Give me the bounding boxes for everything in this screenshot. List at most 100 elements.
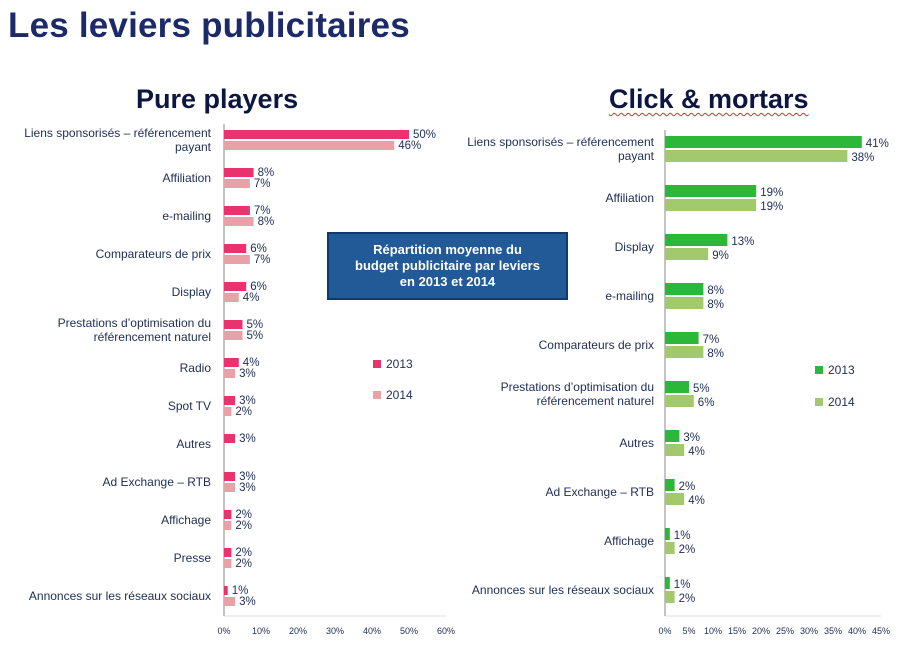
category-label: Display [172,285,211,299]
bar-2013 [665,577,670,589]
category-label: Autres [176,437,211,451]
x-tick-label: 0% [658,626,671,636]
category-label: Annonces sur les réseaux sociaux [29,589,211,603]
legend-swatch-2014 [373,391,381,399]
info-box-line-3: en 2013 et 2014 [399,274,496,289]
x-tick-label: 45% [872,626,890,636]
x-tick-label: 10% [252,626,270,636]
data-label-2014: 8% [707,299,724,311]
info-box: Répartition moyenne du budget publicitai… [327,232,568,300]
category-label: Liens sponsorisés – référencement [24,126,211,140]
x-tick-label: 40% [363,626,381,636]
bar-2013 [224,548,232,557]
bar-2013 [224,586,228,595]
bar-2014 [224,255,250,264]
bar-2014 [224,217,254,226]
bar-2014 [224,141,395,150]
chart-title-click-mortars: Click & mortars [609,84,809,114]
data-label-2013: 2% [235,509,252,521]
bar-2014 [665,248,709,260]
bar-2013 [224,510,232,519]
data-label-2013: 3% [239,471,256,483]
data-label-2014: 3% [239,368,256,380]
bar-2013 [665,136,862,148]
bar-2013 [665,332,699,344]
data-label-2014: 38% [851,152,874,164]
bar-2013 [665,381,689,393]
data-label-2014: 4% [688,495,705,507]
category-label: Affichage [604,534,654,548]
bar-2013 [224,434,236,443]
bar-2014 [665,395,694,407]
data-label-2014: 2% [679,544,696,556]
legend-label-2014: 2014 [386,388,413,402]
category-label: Comparateurs de prix [96,247,211,261]
legend-label-2013: 2013 [828,363,855,377]
data-label-2013: 3% [239,433,256,445]
data-label-2014: 9% [712,250,729,262]
bar-2014 [665,297,704,309]
bar-2013 [224,282,247,291]
data-label-2013: 2% [235,547,252,559]
bar-2013 [224,396,236,405]
page-title: Les leviers publicitaires [8,6,410,45]
data-label-2013: 5% [247,319,264,331]
data-label-2013: 7% [254,205,271,217]
data-label-2014: 3% [239,482,256,494]
category-label: Comparateurs de prix [539,338,654,352]
bar-2014 [224,293,239,302]
data-label-2014: 19% [760,201,783,213]
info-box-line-1: Répartition moyenne du [373,242,522,257]
data-label-2013: 1% [674,579,691,591]
category-label: Affichage [161,513,211,527]
bar-2014 [224,407,232,416]
data-label-2014: 2% [235,520,252,532]
bar-2014 [224,521,232,530]
data-label-2014: 8% [707,348,724,360]
category-label: Presse [174,551,212,565]
data-label-2013: 41% [866,138,889,150]
bar-2014 [224,559,232,568]
data-label-2013: 1% [232,585,249,597]
category-label: Affiliation [606,191,654,205]
legend-swatch-2013 [373,360,381,368]
chart-title-pure-players: Pure players [136,84,299,114]
data-label-2014: 8% [258,216,275,228]
category-label: payant [175,140,212,154]
bar-2013 [224,358,239,367]
data-label-2014: 7% [254,178,271,190]
bar-2013 [665,283,704,295]
data-label-2014: 2% [235,558,252,570]
bar-2014 [224,597,236,606]
category-label: référencement naturel [537,394,654,408]
bar-2013 [665,479,675,491]
x-tick-label: 25% [776,626,794,636]
bar-2013 [224,472,236,481]
category-label: Ad Exchange – RTB [545,485,654,499]
data-label-2013: 8% [258,167,275,179]
data-label-2014: 7% [254,254,271,266]
data-label-2013: 13% [731,236,754,248]
category-label: Prestations d’optimisation du [58,316,211,330]
x-tick-label: 0% [217,626,230,636]
category-label: Radio [180,361,212,375]
data-label-2014: 3% [239,596,256,608]
data-label-2013: 4% [243,357,260,369]
x-tick-label: 30% [326,626,344,636]
category-label: payant [618,149,655,163]
bar-2014 [665,346,704,358]
category-label: Affiliation [163,171,211,185]
data-label-2014: 2% [679,593,696,605]
bar-2014 [665,542,675,554]
bar-2014 [665,199,757,211]
data-label-2013: 2% [679,481,696,493]
bar-2013 [665,430,680,442]
bar-2014 [665,493,685,505]
bar-2013 [665,185,757,197]
x-tick-label: 50% [400,626,418,636]
bar-2014 [665,150,848,162]
category-label: e-mailing [605,289,654,303]
legend-swatch-2014 [815,398,823,406]
info-box-line-2: budget publicitaire par leviers [355,258,540,273]
